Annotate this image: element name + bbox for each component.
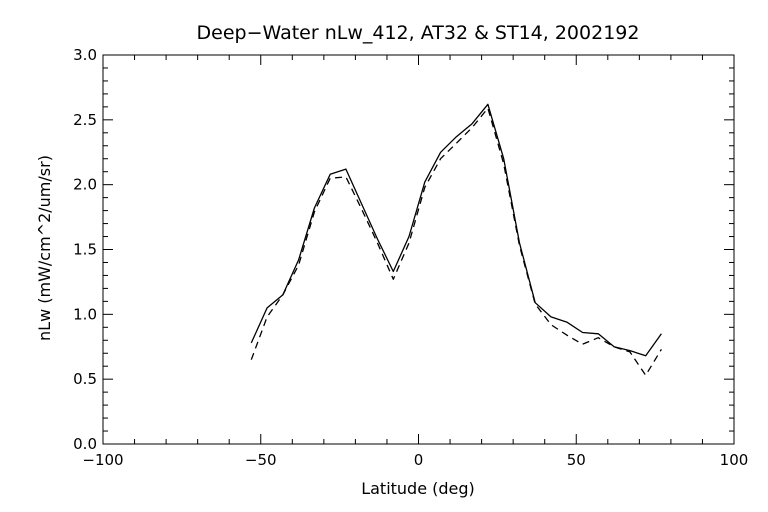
y-tick-label: 2.5	[73, 111, 97, 129]
data-series	[250, 103, 662, 376]
plot-frame	[102, 54, 735, 445]
y-tick-label: 3.0	[73, 46, 97, 64]
x-tick-label: 100	[720, 451, 749, 469]
axis-ticks: −100 −50 0 50 100 0.0 0.5 1.0 1.5 2.0 2.5 3.0	[73, 46, 748, 469]
y-tick-label: 0.0	[73, 435, 97, 453]
chart-title: Deep−Water nLw_412, AT32 & ST14, 2002192	[197, 22, 640, 44]
x-tick-label: −50	[245, 451, 277, 469]
x-axis-label: Latitude (deg)	[361, 479, 475, 498]
x-tick-label: 0	[414, 451, 424, 469]
x-tick-label: −100	[82, 451, 123, 469]
y-tick-label: 1.0	[73, 305, 97, 323]
series-line-solid	[250, 103, 662, 357]
y-axis-label: nLw (mW/cm^2/um/sr)	[35, 155, 54, 341]
series-line-dashed	[250, 107, 662, 376]
x-tick-label: 50	[567, 451, 586, 469]
y-tick-label: 2.0	[73, 176, 97, 194]
y-tick-label: 0.5	[73, 370, 97, 388]
y-tick-label: 1.5	[73, 241, 97, 259]
